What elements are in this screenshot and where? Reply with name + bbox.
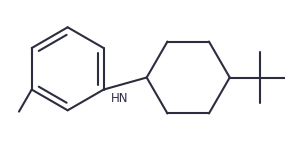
- Text: HN: HN: [111, 92, 128, 105]
